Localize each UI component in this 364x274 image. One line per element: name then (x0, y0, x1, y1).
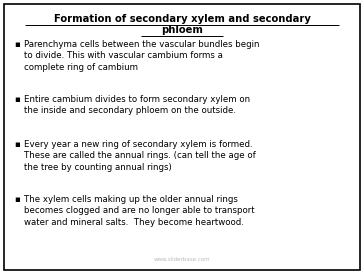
Text: ▪: ▪ (14, 95, 20, 104)
Text: Formation of secondary xylem and secondary: Formation of secondary xylem and seconda… (54, 14, 310, 24)
Text: Entire cambium divides to form secondary xylem on
the inside and secondary phloe: Entire cambium divides to form secondary… (24, 95, 250, 115)
Text: phloem: phloem (161, 25, 203, 35)
Text: ▪: ▪ (14, 40, 20, 49)
Text: ▪: ▪ (14, 195, 20, 204)
Text: www.sliderbase.com: www.sliderbase.com (154, 257, 210, 262)
Text: Every year a new ring of secondary xylem is formed.
These are called the annual : Every year a new ring of secondary xylem… (24, 140, 256, 172)
Text: The xylem cells making up the older annual rings
becomes clogged and are no long: The xylem cells making up the older annu… (24, 195, 255, 227)
Text: Parenchyma cells between the vascular bundles begin
to divide. This with vascula: Parenchyma cells between the vascular bu… (24, 40, 260, 72)
Text: ▪: ▪ (14, 140, 20, 149)
